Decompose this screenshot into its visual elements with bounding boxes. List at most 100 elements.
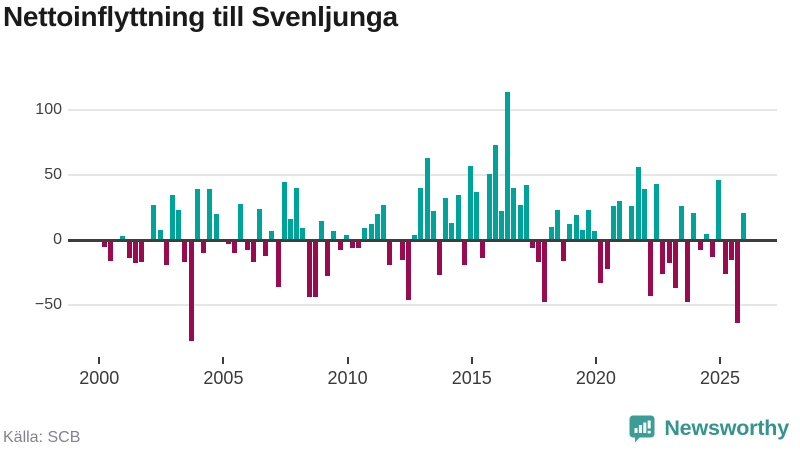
bar bbox=[188, 240, 194, 342]
x-axis-tick bbox=[346, 357, 349, 364]
bar bbox=[139, 240, 145, 263]
bar bbox=[592, 230, 598, 240]
bar bbox=[319, 220, 325, 240]
bar bbox=[728, 240, 734, 260]
bar bbox=[474, 191, 480, 240]
bar bbox=[548, 227, 554, 240]
bar bbox=[424, 158, 430, 240]
bar bbox=[157, 229, 163, 240]
x-axis-label: 2015 bbox=[451, 368, 492, 388]
bar bbox=[697, 240, 703, 251]
bar bbox=[331, 230, 337, 240]
bar bbox=[306, 240, 312, 298]
bar bbox=[132, 240, 138, 264]
bar bbox=[492, 145, 498, 240]
newsworthy-logo-text: Newsworthy bbox=[664, 416, 789, 440]
bar bbox=[666, 240, 672, 264]
bar bbox=[325, 240, 331, 277]
bar bbox=[604, 240, 610, 269]
chart-title: Nettoinflyttning till Svenljunga bbox=[3, 1, 398, 32]
bar bbox=[108, 240, 113, 261]
x-axis-tick bbox=[222, 357, 225, 364]
bar bbox=[387, 240, 393, 265]
bar bbox=[288, 219, 293, 240]
bar bbox=[561, 240, 567, 261]
x-axis-tick bbox=[98, 357, 101, 364]
bar bbox=[350, 240, 356, 248]
bar bbox=[182, 240, 188, 263]
bar bbox=[405, 240, 411, 300]
x-axis-tick bbox=[594, 357, 597, 364]
bar bbox=[672, 240, 678, 289]
bar bbox=[468, 165, 473, 240]
bar bbox=[356, 240, 362, 248]
bar bbox=[505, 91, 511, 240]
bar bbox=[610, 206, 616, 240]
bar bbox=[517, 204, 523, 240]
bar bbox=[536, 240, 542, 263]
bar bbox=[461, 240, 467, 265]
bar bbox=[381, 204, 387, 240]
bar bbox=[337, 240, 343, 251]
bar bbox=[685, 240, 691, 303]
bar bbox=[511, 188, 517, 240]
bar bbox=[238, 203, 244, 240]
newsworthy-logo-icon bbox=[629, 415, 655, 443]
bar bbox=[722, 240, 728, 274]
bar bbox=[691, 212, 697, 240]
bar bbox=[368, 224, 374, 240]
bar bbox=[269, 230, 275, 240]
bar bbox=[436, 240, 442, 276]
bar bbox=[741, 212, 747, 240]
y-axis-label: 50 bbox=[44, 166, 62, 183]
bar bbox=[163, 240, 169, 265]
bar bbox=[710, 240, 716, 257]
bar bbox=[120, 236, 126, 240]
bar bbox=[542, 240, 548, 303]
x-axis-label: 2005 bbox=[203, 368, 244, 388]
bar bbox=[362, 228, 368, 240]
y-axis-label: 100 bbox=[35, 101, 62, 118]
bar bbox=[281, 181, 287, 240]
bar bbox=[554, 210, 560, 240]
y-axis-label: −50 bbox=[34, 296, 62, 313]
bar bbox=[250, 240, 256, 263]
bar bbox=[430, 211, 436, 240]
bar bbox=[312, 240, 318, 298]
bar bbox=[343, 234, 349, 240]
bar bbox=[232, 240, 238, 253]
bar bbox=[194, 189, 200, 240]
bar bbox=[443, 198, 449, 240]
bar bbox=[449, 223, 455, 240]
bar bbox=[263, 240, 269, 256]
x-axis-label: 2020 bbox=[575, 368, 616, 388]
bar bbox=[579, 229, 585, 240]
bar bbox=[480, 240, 486, 259]
bar bbox=[530, 240, 536, 248]
bar bbox=[455, 194, 461, 240]
bar bbox=[275, 240, 281, 287]
x-axis-label: 2000 bbox=[79, 368, 120, 388]
y-axis-label: 0 bbox=[53, 231, 62, 248]
bar bbox=[585, 210, 591, 240]
bar bbox=[499, 211, 505, 240]
gridline--50 bbox=[68, 304, 777, 306]
bar bbox=[244, 240, 250, 251]
newsworthy-logo[interactable]: Newsworthy bbox=[628, 414, 789, 443]
bar bbox=[225, 240, 231, 244]
gridline-100 bbox=[68, 109, 777, 111]
bar bbox=[573, 215, 579, 240]
bar bbox=[660, 240, 666, 274]
bar bbox=[654, 184, 660, 240]
bar bbox=[635, 167, 641, 240]
bar bbox=[679, 206, 685, 240]
bar bbox=[207, 189, 213, 240]
bar bbox=[418, 188, 424, 240]
bar bbox=[486, 173, 492, 240]
bar bbox=[734, 240, 740, 324]
bar bbox=[151, 204, 157, 240]
source-caption: Källa: SCB bbox=[3, 429, 81, 446]
bar bbox=[176, 210, 182, 240]
bar bbox=[170, 194, 176, 240]
bar bbox=[256, 208, 262, 240]
